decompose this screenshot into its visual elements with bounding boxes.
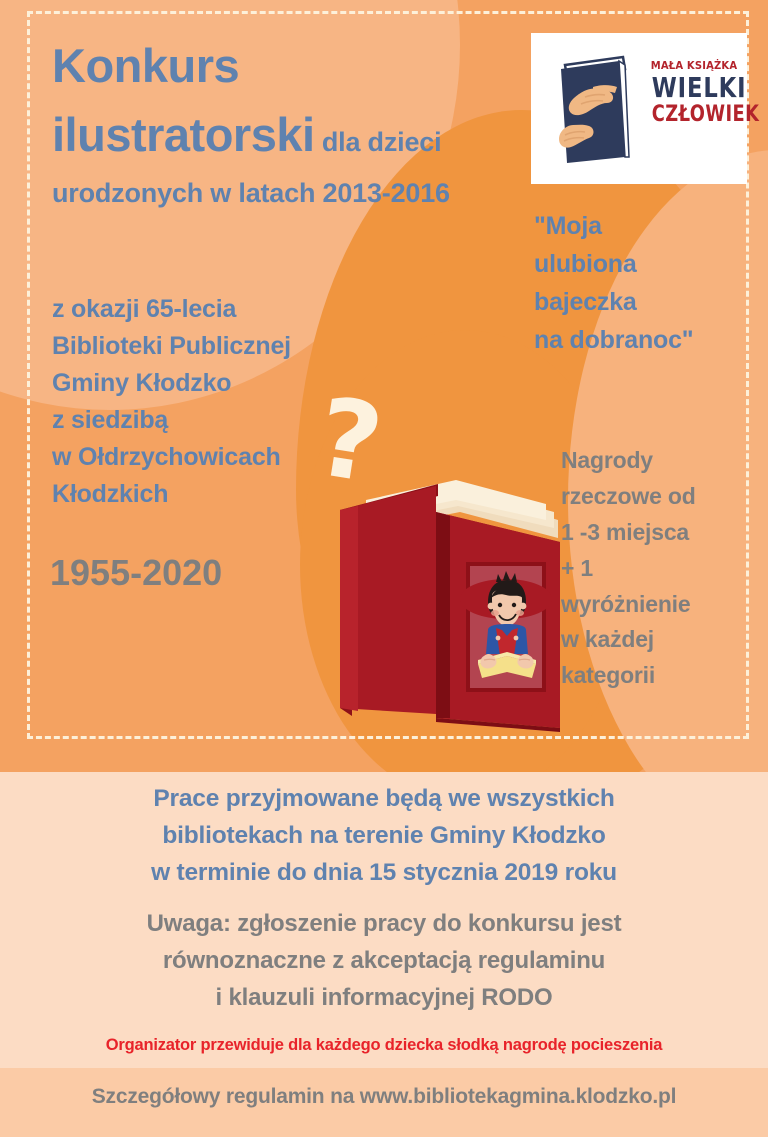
quote-line-4: na dobranoc" [534, 326, 694, 354]
anniversary-details: z okazji 65-lecia Biblioteki Publicznej … [52, 291, 382, 513]
quote-line-2: ulubiona [534, 250, 637, 278]
prizes-info: Nagrody rzeczowe od 1 -3 miejsca + 1 wyr… [561, 443, 761, 694]
rodo-line-1: Uwaga: zgłoszenie pracy do konkursu jest [146, 910, 622, 937]
open-book-with-child-icon [332, 466, 562, 736]
logo-line-3: CZŁOWIEK [651, 102, 760, 127]
prizes-line-6: w każdej [561, 626, 654, 653]
logo-line-2: WIELKI [651, 71, 747, 104]
title-line-birth-years: urodzonych w latach 2013-2016 [52, 178, 450, 208]
regulations-website: Szczegółowy regulamin na www.bibliotekag… [91, 1085, 677, 1108]
rodo-notice: Uwaga: zgłoszenie pracy do konkursu jest… [0, 906, 768, 1017]
detail-line-1: z okazji 65-lecia [52, 295, 237, 323]
book-with-hands-icon [545, 53, 641, 170]
prizes-line-7: kategorii [561, 662, 656, 689]
prizes-line-2: rzeczowe od [561, 482, 696, 509]
prizes-line-4: + 1 [561, 554, 594, 581]
logo-line-1: MAŁA KSIĄŻKA [650, 59, 738, 72]
poster-lower-background [0, 772, 768, 1068]
submission-info: Prace przyjmowane będą we wszystkich bib… [0, 780, 768, 892]
detail-line-2: Biblioteki Publicznej [52, 332, 291, 360]
quote-line-3: bajeczka [534, 288, 637, 316]
title-line-konkurs: Konkurs [52, 39, 240, 92]
detail-line-4: z siedzibą [52, 406, 169, 434]
quote-line-1: "Moja [534, 212, 602, 240]
anniversary-years: 1955-2020 [50, 552, 223, 593]
poster-footer-background [0, 1068, 768, 1137]
submission-line-3: w terminie do dnia 15 stycznia 2019 roku [151, 859, 617, 887]
mala-ksiazka-logo: MAŁA KSIĄŻKA WIELKI CZŁOWIEK [531, 33, 760, 184]
detail-line-5: w Ołdrzychowicach [52, 443, 281, 471]
contest-theme-quote: "Moja ulubiona bajeczka na dobranoc" [534, 207, 744, 359]
page-title: Konkurs ilustratorski dla dzieci urodzon… [52, 42, 522, 209]
rodo-line-2: równoznaczne z akceptacją regulaminu [162, 946, 606, 974]
title-line-ilustratorski: ilustratorski dla dzieci [52, 111, 522, 158]
prizes-line-1: Nagrody [561, 447, 653, 473]
detail-line-3: Gminy Kłodzko [52, 369, 232, 397]
title-subtext-dla-dzieci: dla dzieci [314, 127, 442, 157]
detail-line-6: Kłodzkich [52, 480, 169, 508]
consolation-prize-note: Organizator przewiduje dla każdego dziec… [105, 1036, 663, 1054]
title-word-ilustratorski: ilustratorski [52, 108, 315, 161]
submission-line-1: Prace przyjmowane będą we wszystkich [153, 785, 615, 812]
submission-line-2: bibliotekach na terenie Gminy Kłodzko [162, 822, 606, 850]
rodo-line-3: i klauzuli informacyjnej RODO [215, 983, 553, 1011]
prizes-line-3: 1 -3 miejsca [561, 518, 690, 545]
prizes-line-5: wyróżnienie [561, 590, 691, 617]
